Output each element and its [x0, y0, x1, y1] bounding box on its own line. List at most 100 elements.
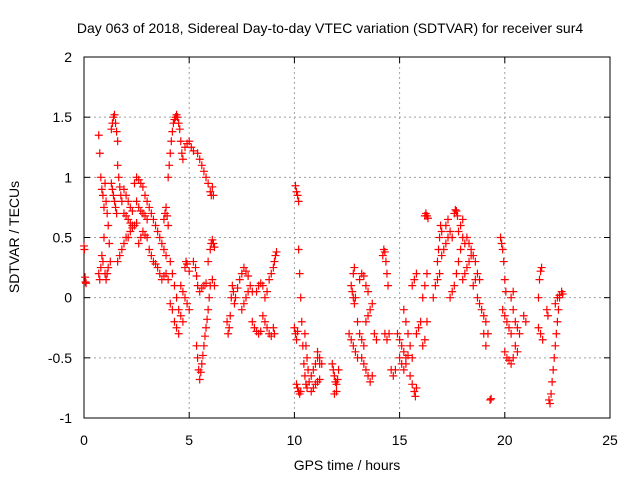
data-point [382, 269, 391, 278]
data-point [143, 197, 152, 206]
data-point [505, 323, 514, 332]
data-point [361, 281, 370, 290]
data-point [498, 245, 507, 254]
data-point [558, 290, 567, 299]
data-point [460, 269, 469, 278]
data-point [239, 299, 248, 308]
data-point [554, 305, 563, 314]
x-tick-label: 5 [185, 432, 193, 448]
data-point [521, 317, 530, 326]
data-point [535, 275, 544, 284]
data-point [208, 182, 217, 191]
data-point [168, 127, 177, 136]
data-series-sdtvar [80, 110, 567, 408]
data-point [237, 269, 246, 278]
data-point [199, 341, 208, 350]
data-point [418, 293, 427, 302]
data-point [107, 125, 116, 134]
data-point [307, 387, 316, 396]
data-point [195, 155, 204, 164]
data-point [199, 167, 208, 176]
data-point [361, 317, 370, 326]
data-point [454, 257, 463, 266]
data-point [202, 323, 211, 332]
data-point [389, 371, 398, 380]
data-point [119, 239, 128, 248]
data-point [332, 387, 341, 396]
data-point [209, 239, 218, 248]
data-point [260, 317, 269, 326]
data-point [418, 341, 427, 350]
data-point [408, 353, 417, 362]
data-point [454, 227, 463, 236]
data-point [469, 251, 478, 260]
data-point [163, 211, 172, 220]
y-tick-label: 2 [64, 49, 72, 65]
data-point [462, 233, 471, 242]
data-point [205, 293, 214, 302]
data-point [366, 305, 375, 314]
data-point [164, 275, 173, 284]
data-point [458, 275, 467, 284]
data-point [458, 215, 467, 224]
data-point [381, 257, 390, 266]
data-point [542, 305, 551, 314]
data-point [372, 335, 381, 344]
data-point [300, 329, 309, 338]
data-point [441, 239, 450, 248]
data-point [353, 317, 362, 326]
data-point [195, 287, 204, 296]
data-point [138, 182, 147, 191]
y-axis-label: SDTVAR / TECUs [6, 181, 22, 293]
data-point [307, 371, 316, 380]
data-point [104, 221, 113, 230]
data-point [477, 305, 486, 314]
data-point [351, 347, 360, 356]
data-point [117, 245, 126, 254]
data-point [206, 245, 215, 254]
data-point [192, 341, 201, 350]
data-point [355, 275, 364, 284]
data-point [110, 110, 119, 119]
data-point [439, 245, 448, 254]
data-point [408, 281, 417, 290]
plot-frame [83, 56, 611, 419]
data-point [231, 293, 240, 302]
data-point [157, 239, 166, 248]
data-point [291, 181, 300, 190]
data-point [166, 257, 175, 266]
data-point [153, 227, 162, 236]
data-point [297, 317, 306, 326]
data-point [350, 263, 359, 272]
data-point [204, 257, 213, 266]
data-point [228, 281, 237, 290]
x-axis-label: GPS time / hours [294, 457, 401, 473]
data-point [164, 173, 173, 182]
data-point [122, 191, 131, 200]
data-point [534, 293, 543, 302]
data-point [174, 119, 183, 128]
data-point [132, 219, 141, 228]
data-point [248, 317, 257, 326]
x-tick-labels: 0 5 10 15 20 25 [80, 432, 618, 448]
y-tick-label: 1.5 [53, 109, 73, 125]
data-point [453, 211, 462, 220]
data-point [112, 127, 121, 136]
data-point [355, 329, 364, 338]
data-point [519, 311, 528, 320]
x-tick-label: 15 [392, 432, 408, 448]
data-point [124, 197, 133, 206]
data-point [294, 245, 303, 254]
data-point [185, 305, 194, 314]
data-point [370, 329, 379, 338]
data-point [172, 293, 181, 302]
data-point [299, 359, 308, 368]
y-tick-label: -0.5 [48, 350, 72, 366]
data-point [180, 293, 189, 302]
data-point [189, 146, 198, 155]
data-point [359, 359, 368, 368]
data-point [433, 257, 442, 266]
data-point [170, 317, 179, 326]
data-point [195, 375, 204, 384]
data-point [177, 149, 186, 158]
